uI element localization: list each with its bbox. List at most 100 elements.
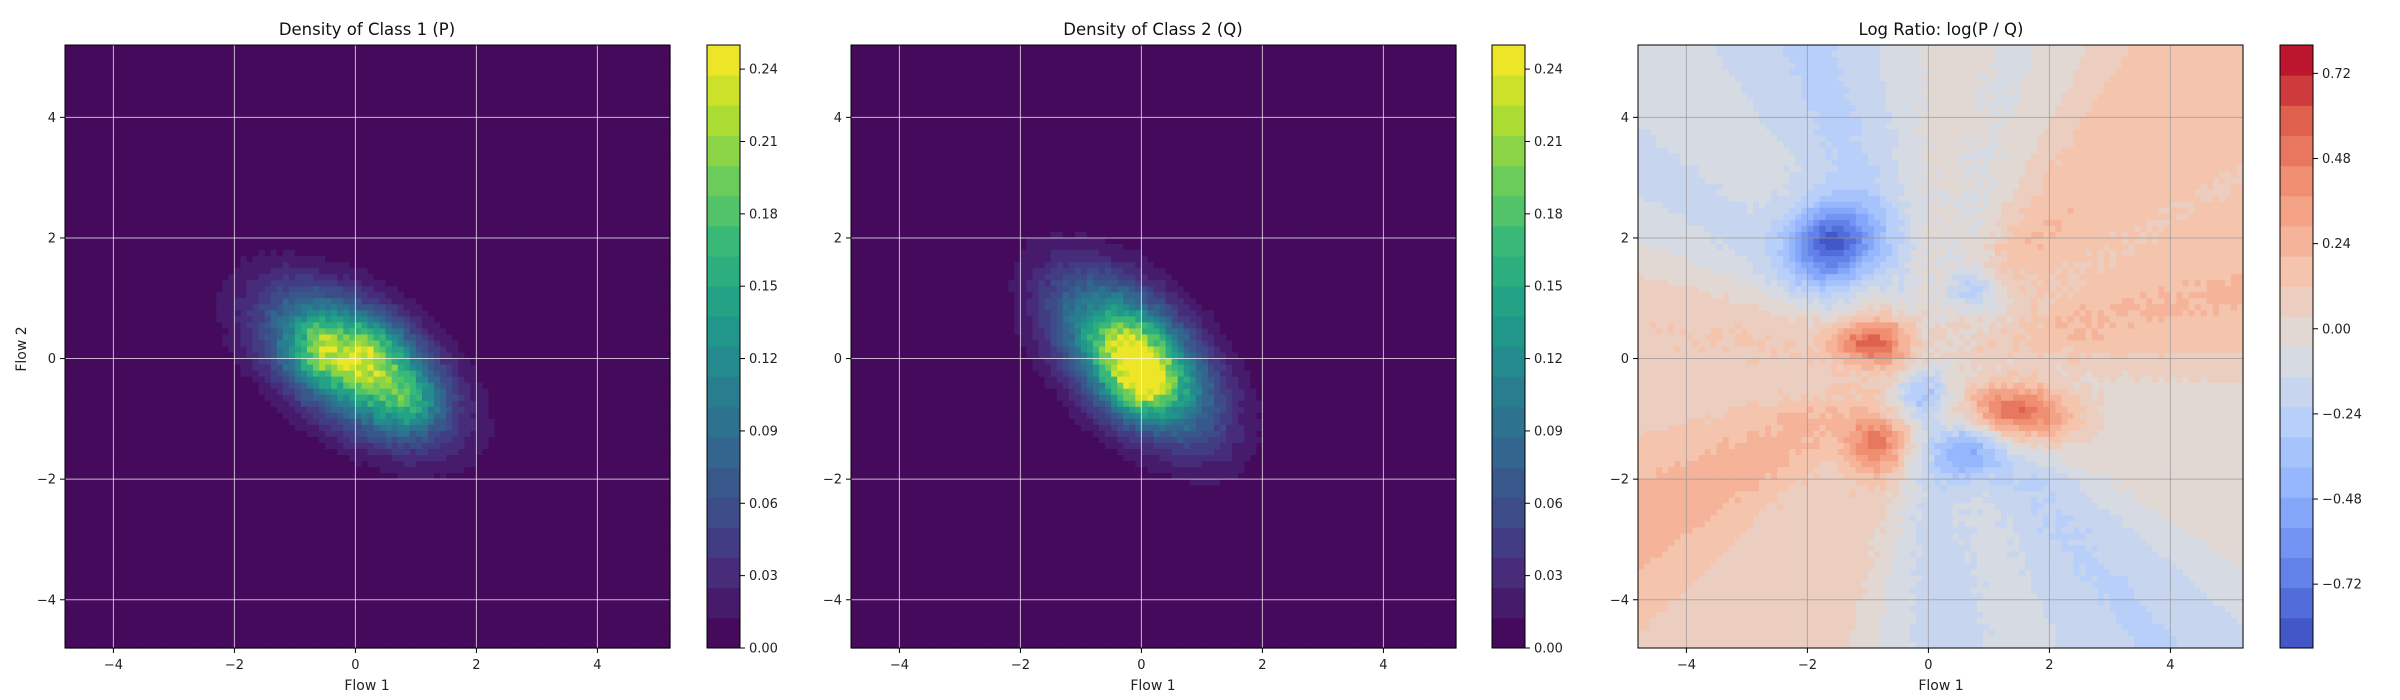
heatmap-cell <box>83 213 90 221</box>
heatmap-cell <box>137 219 145 227</box>
heatmap-cell <box>186 304 193 311</box>
heatmap-cell <box>264 45 272 52</box>
heatmap-cell <box>337 455 344 462</box>
heatmap-cell <box>234 51 242 58</box>
heatmap-cell <box>294 165 302 173</box>
heatmap-cell <box>204 286 211 293</box>
heatmap-cell <box>83 75 90 82</box>
heatmap-cell <box>300 243 308 251</box>
heatmap-cell <box>349 563 356 571</box>
heatmap-cell <box>343 557 350 565</box>
heatmap-cell <box>137 322 145 330</box>
heatmap-cell <box>276 629 284 637</box>
heatmap-cell <box>149 473 157 480</box>
heatmap-cell <box>107 219 114 227</box>
heatmap-cell <box>101 243 108 251</box>
heatmap-cell <box>282 286 290 293</box>
heatmap-cell <box>270 479 278 486</box>
heatmap-cell <box>119 364 127 372</box>
heatmap-cell <box>252 394 260 402</box>
heatmap-cell <box>83 207 90 215</box>
heatmap-cell <box>149 207 157 215</box>
heatmap-cell <box>325 201 332 209</box>
heatmap-cell <box>83 219 90 227</box>
heatmap-cell <box>234 237 242 245</box>
heatmap-cell <box>270 45 278 52</box>
heatmap-cell <box>179 467 187 474</box>
heatmap-cell <box>331 611 338 619</box>
heatmap-cell <box>270 515 278 522</box>
heatmap-cell <box>252 286 260 293</box>
heatmap-cell <box>282 63 290 70</box>
heatmap-cell <box>131 364 139 372</box>
heatmap-cell <box>228 51 235 58</box>
heatmap-cell <box>149 286 157 293</box>
heatmap-cell <box>101 171 108 179</box>
heatmap-cell <box>65 141 72 149</box>
heatmap-cell <box>89 455 96 462</box>
heatmap-cell <box>276 635 284 643</box>
heatmap-cell <box>210 461 217 468</box>
heatmap-cell <box>192 533 199 541</box>
heatmap-cell <box>270 219 278 227</box>
heatmap-cell <box>343 201 350 209</box>
heatmap-cell <box>204 352 211 360</box>
heatmap-cell <box>282 274 290 281</box>
heatmap-cell <box>276 467 284 474</box>
heatmap-cell <box>349 298 356 305</box>
heatmap-cell <box>216 195 223 203</box>
heatmap-cell <box>204 623 211 631</box>
heatmap-cell <box>101 635 108 643</box>
heatmap-cell <box>337 177 344 185</box>
heatmap-cell <box>95 183 102 191</box>
heatmap-cell <box>192 237 199 245</box>
heatmap-cell <box>125 304 133 311</box>
heatmap-cell <box>143 81 151 88</box>
heatmap-cell <box>228 310 235 317</box>
heatmap-cell <box>155 280 163 287</box>
heatmap-cell <box>119 629 127 637</box>
heatmap-cell <box>222 250 229 257</box>
heatmap-cell <box>216 485 223 492</box>
heatmap-cell <box>240 69 248 76</box>
heatmap-cell <box>294 225 302 233</box>
heatmap-cell <box>161 635 169 643</box>
heatmap-cell <box>282 485 290 492</box>
heatmap-cell <box>83 557 90 565</box>
heatmap-cell <box>325 129 332 137</box>
heatmap-cell <box>319 268 326 275</box>
heatmap-cell <box>300 225 308 233</box>
heatmap-cell <box>143 364 151 372</box>
heatmap-cell <box>337 135 344 143</box>
heatmap-cell <box>282 587 290 595</box>
heatmap-cell <box>113 99 121 106</box>
heatmap-cell <box>216 147 223 155</box>
heatmap-cell <box>131 262 139 269</box>
heatmap-cell <box>264 382 272 390</box>
heatmap-cell <box>113 430 121 438</box>
heatmap-cell <box>307 406 314 414</box>
heatmap-cell <box>276 87 284 94</box>
heatmap-cell <box>288 225 296 233</box>
heatmap-cell <box>143 322 151 330</box>
heatmap-cell <box>210 286 217 293</box>
heatmap-cell <box>343 382 350 390</box>
heatmap-cell <box>161 436 169 444</box>
heatmap-cell <box>282 442 290 450</box>
heatmap-cell <box>71 316 78 323</box>
heatmap-cell <box>131 581 139 589</box>
heatmap-cell <box>198 587 205 595</box>
heatmap-cell <box>71 93 78 100</box>
heatmap-cell <box>361 527 369 535</box>
heatmap-cell <box>83 268 90 275</box>
heatmap-cell <box>325 436 332 444</box>
heatmap-cell <box>300 599 308 607</box>
heatmap-cell <box>65 521 72 528</box>
heatmap-cell <box>137 551 145 559</box>
heatmap-cell <box>95 346 102 354</box>
heatmap-cell <box>313 551 320 559</box>
heatmap-cell <box>125 237 133 245</box>
heatmap-cell <box>137 569 145 577</box>
heatmap-cell <box>77 99 84 106</box>
heatmap-cell <box>361 135 369 143</box>
